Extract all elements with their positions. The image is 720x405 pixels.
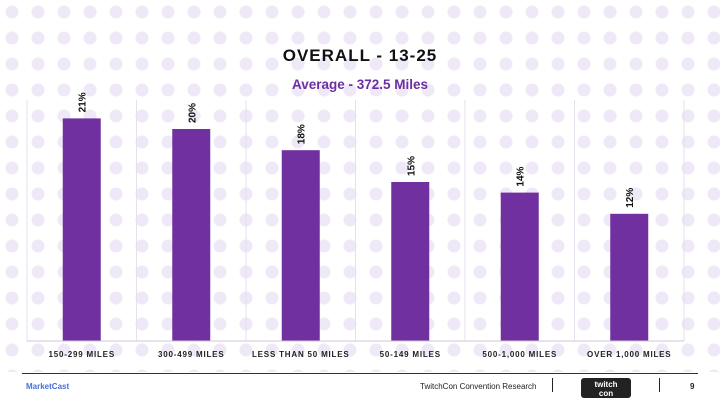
- twitchcon-logo: twitch con: [580, 377, 632, 399]
- data-label: 20%: [187, 103, 198, 123]
- svg-text:con: con: [599, 389, 613, 398]
- bar-over-1-000-miles: [610, 213, 649, 341]
- data-label: 21%: [78, 92, 89, 112]
- category-label: 50-149 MILES: [380, 350, 441, 359]
- bar-less-than-50-miles: [281, 150, 320, 341]
- category-label: 300-499 MILES: [158, 350, 224, 359]
- svg-text:twitch: twitch: [594, 380, 617, 389]
- category-label: 150-299 MILES: [49, 350, 115, 359]
- category-label: LESS THAN 50 MILES: [252, 350, 350, 359]
- data-label: 14%: [516, 166, 527, 186]
- bar-300-499-miles: [172, 129, 211, 341]
- footer-separator: [552, 378, 553, 392]
- bar-150-299-miles: [62, 118, 101, 342]
- category-label: 500-1,000 MILES: [482, 350, 557, 359]
- data-label: 15%: [406, 156, 417, 176]
- data-label: 12%: [625, 188, 636, 208]
- category-label: OVER 1,000 MILES: [587, 350, 671, 359]
- bar-50-149-miles: [391, 182, 430, 341]
- page-number: 9: [690, 382, 695, 391]
- footer-research-title: TwitchCon Convention Research: [420, 382, 537, 391]
- bar-chart: 21% 150-299 MILES 20% 300-499 MILES 18% LESS …: [26, 92, 685, 359]
- footer-brand: MarketCast: [26, 382, 70, 391]
- chart-title: OVERALL - 13-25: [282, 46, 438, 65]
- footer-separator: [659, 378, 660, 392]
- chart-subtitle: Average - 372.5 Miles: [291, 77, 429, 92]
- data-label: 18%: [297, 124, 308, 144]
- bar-500-1-000-miles: [500, 192, 539, 341]
- footer-divider: [22, 373, 698, 374]
